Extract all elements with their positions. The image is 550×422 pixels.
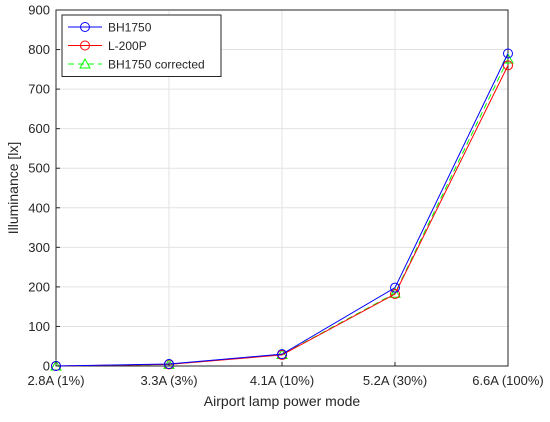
legend-entry: BH1750: [68, 21, 152, 35]
series-bh1750: [51, 48, 513, 371]
data-point: [389, 287, 401, 298]
x-tick-label: 3.3A (3%): [140, 373, 197, 388]
x-axis-title: Airport lamp power mode: [204, 393, 361, 409]
legend-label: BH1750: [108, 21, 152, 35]
legend: BH1750 L-200P BH1750 corrected: [61, 14, 222, 77]
y-tick-label: 600: [28, 121, 50, 136]
y-tick-label: 800: [28, 42, 50, 57]
data-point: [51, 361, 61, 371]
x-tick-label: 5.2A (30%): [363, 373, 427, 388]
data-point: [503, 48, 513, 59]
x-tick-label: 6.6A (100%): [472, 373, 544, 388]
y-tick-label: 400: [28, 200, 50, 215]
legend-marker: [80, 22, 90, 32]
y-tick-label: 100: [28, 319, 50, 334]
data-point: [390, 289, 400, 300]
data-point: [390, 282, 400, 293]
y-tick-label: 700: [28, 82, 50, 97]
y-tick-label: 200: [28, 279, 50, 294]
legend-entry: BH1750 corrected: [68, 58, 205, 72]
legend-label: L-200P: [108, 39, 147, 53]
legend-label: BH1750 corrected: [108, 58, 205, 72]
series-line: [55, 53, 509, 367]
x-tick-label: 2.8A (1%): [27, 373, 84, 388]
legend-entry: L-200P: [68, 39, 147, 53]
legend-marker: [80, 40, 90, 51]
x-tick-label: 4.1A (10%): [250, 373, 314, 388]
y-tick-label: 900: [28, 3, 50, 18]
y-axis-title: Illuminance [lx]: [5, 142, 21, 235]
y-tick-label: 500: [28, 161, 50, 176]
data-point: [164, 359, 174, 370]
data-point: [503, 60, 513, 71]
y-tick-label: 0: [43, 359, 50, 374]
legend-marker: [79, 57, 91, 69]
data-point: [277, 349, 287, 360]
y-tick-label: 300: [28, 240, 50, 255]
